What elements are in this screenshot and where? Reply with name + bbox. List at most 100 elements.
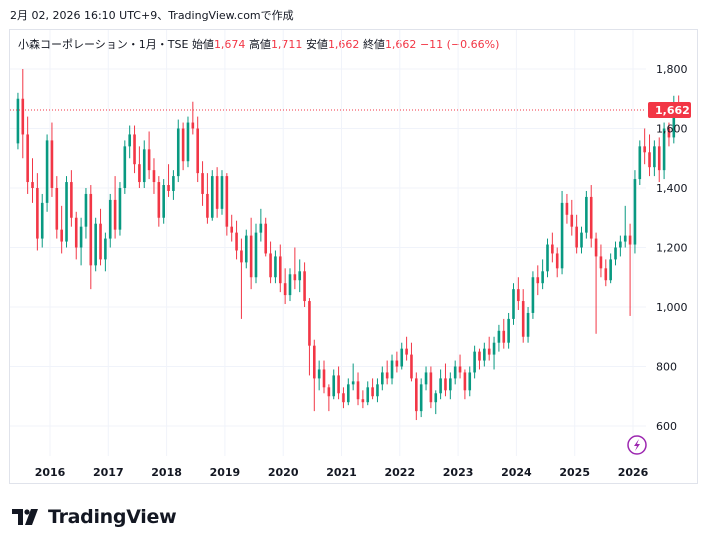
candle [50,122,54,197]
candle [473,345,476,379]
candle-body [94,223,97,266]
candle [507,312,510,349]
legend-open-label: 始値 [191,38,214,51]
candle-body [376,384,379,397]
candle [240,238,243,319]
candle-body [648,152,651,168]
candle-body [317,369,321,379]
x-tick-label: 2019 [210,466,241,479]
candle-body [152,170,156,183]
candle [429,366,433,409]
candle-body [546,244,549,272]
candle-body [60,229,63,242]
candle-body [351,381,355,385]
candle-body [381,372,384,385]
candle-body [283,283,287,296]
legend-change-value: −11 (−0.66%) [419,38,500,51]
candle-body [16,98,20,144]
candle-body [249,235,253,278]
candle [381,366,384,391]
candle [303,262,306,307]
candle [560,190,564,275]
candle-body [599,256,603,269]
candle [201,161,204,206]
candle [94,217,97,272]
candle [36,173,39,251]
symbol-legend: 小森コーポレーション・1月・TSE 始値1,674 高値1,711 安値1,66… [18,36,499,52]
candle [21,69,25,159]
y-tick-label: 1,600 [656,123,688,136]
candle [128,125,131,159]
candle-body [449,378,452,391]
x-tick-label: 2023 [443,466,474,479]
candle-body [157,182,161,218]
candle [288,268,292,302]
candle-body [633,179,637,245]
candle [269,241,272,284]
candle-body [667,128,671,138]
candle-body [609,259,612,281]
candle-body [390,360,394,379]
x-tick-label: 2022 [384,466,415,479]
candle-body [308,301,311,346]
candle [210,170,214,221]
candle-body [108,199,112,239]
lightning-icon[interactable] [627,435,647,455]
candle-body [176,128,180,177]
x-tick-label: 2017 [93,466,124,479]
candle-body [541,271,544,284]
candle-body [405,348,408,355]
candle [74,211,78,260]
x-tick-label: 2016 [35,466,66,479]
candle [633,170,637,254]
candle-body [551,244,554,254]
candle [274,250,277,284]
candle-body [419,384,423,412]
candle [575,214,578,254]
candle-body [507,318,510,343]
candle-body [206,193,209,218]
candle-body [264,223,268,254]
candle-body [444,378,447,391]
x-tick-label: 2026 [618,466,649,479]
x-tick-label: 2024 [501,466,532,479]
candle-body [167,185,170,191]
candle-body [113,199,117,230]
candle-body [215,176,219,209]
candle [235,220,238,260]
candle [191,101,195,135]
candle [585,190,588,239]
tradingview-logo-text: TradingView [48,506,177,528]
legend-symbol[interactable]: 小森コーポレーション・1月・TSE [18,38,189,51]
candle-body [201,173,204,194]
y-tick-label: 1,400 [656,182,688,195]
time-axis: 2016 2017 2018 2019 2020 2021 2022 2023 2024 2025… [35,466,649,479]
last-price-tag [648,102,691,119]
candle-body [492,342,496,355]
candle-body [628,235,632,245]
candle [312,339,316,412]
candle [594,232,598,334]
candle-body [303,271,306,302]
candle [458,354,462,379]
candle-body [31,182,34,188]
tradingview-logo[interactable]: TradingView [12,506,177,528]
candle [249,217,253,290]
candle-body [672,106,676,138]
legend-low-label: 安値 [305,38,328,51]
candle-body [483,348,486,361]
candle-body [342,393,345,403]
y-tick-label: 1,000 [656,301,688,314]
candle [609,253,612,284]
candle [70,170,73,227]
candle-body [240,250,243,263]
candle [400,342,404,370]
candle-body [555,253,559,269]
candle-body [453,366,457,379]
candle-body [531,277,535,313]
candle-body [478,351,481,361]
candle [536,265,540,296]
candle [176,119,180,183]
candle-body [278,256,282,284]
